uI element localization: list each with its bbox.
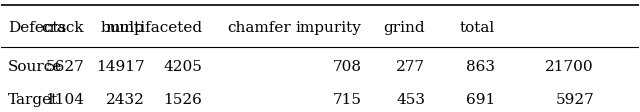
Text: 277: 277 [396, 60, 425, 74]
Text: Source: Source [8, 60, 62, 74]
Text: 863: 863 [466, 60, 495, 74]
Text: Defects: Defects [8, 21, 66, 35]
Text: 5627: 5627 [45, 60, 84, 74]
Text: bump: bump [101, 21, 145, 35]
Text: 708: 708 [332, 60, 362, 74]
Text: crack: crack [42, 21, 84, 35]
Text: 14917: 14917 [96, 60, 145, 74]
Text: 453: 453 [396, 93, 425, 107]
Text: 5927: 5927 [556, 93, 594, 107]
Text: Target: Target [8, 93, 58, 107]
Text: multifaceted: multifaceted [105, 21, 202, 35]
Text: 4205: 4205 [163, 60, 202, 74]
Text: grind: grind [383, 21, 425, 35]
Text: impurity: impurity [296, 21, 362, 35]
Text: 2432: 2432 [106, 93, 145, 107]
Text: total: total [460, 21, 495, 35]
Text: 715: 715 [332, 93, 362, 107]
Text: 21700: 21700 [545, 60, 594, 74]
Text: 1104: 1104 [45, 93, 84, 107]
Text: 1526: 1526 [163, 93, 202, 107]
Text: 691: 691 [466, 93, 495, 107]
Text: chamfer: chamfer [228, 21, 291, 35]
